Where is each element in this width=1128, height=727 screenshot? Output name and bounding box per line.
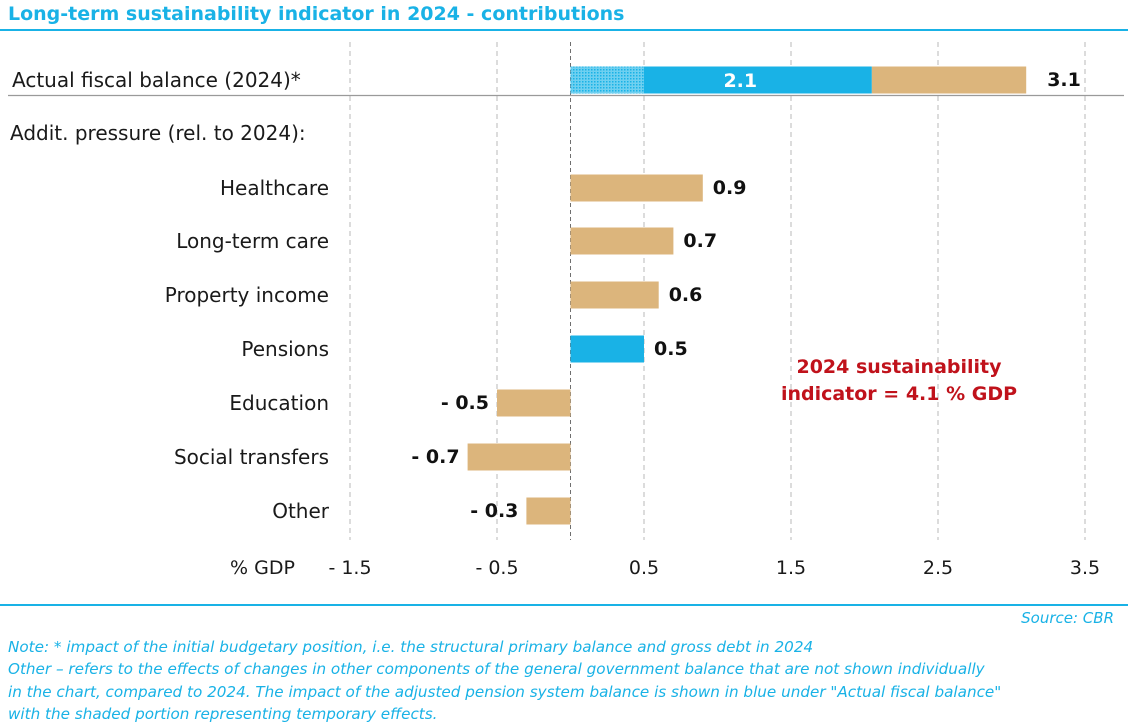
bar: [497, 389, 571, 417]
category-label: Actual fiscal balance (2024)*: [12, 68, 301, 92]
data-label: 0.9: [713, 177, 747, 199]
chart-title: Long-term sustainability indicator in 20…: [8, 3, 625, 25]
source-text: Source: CBR: [1021, 609, 1114, 627]
category-label: Education: [229, 391, 329, 415]
chart-notes: Note: * impact of the initial budgetary …: [8, 636, 1123, 725]
data-label: 0.7: [683, 230, 717, 252]
note-line: with the shaded portion representing tem…: [8, 704, 438, 723]
x-tick-label: 2.5: [923, 557, 953, 579]
title-divider: [0, 29, 1128, 31]
data-label: - 0.3: [470, 500, 518, 522]
main-bar-segment-label: 2.1: [723, 70, 757, 92]
annotation-line: 2024 sustainability: [796, 356, 1002, 378]
data-label: - 0.7: [411, 446, 459, 468]
main-bar-segment-other: [871, 66, 1027, 94]
main-bar-segment-pension-temporary: [570, 66, 644, 94]
category-label: Social transfers: [174, 445, 329, 469]
category-label: Pensions: [241, 337, 329, 361]
main-bar-segment-pension: [644, 66, 872, 94]
note-line: in the chart, compared to 2024. The impa…: [8, 682, 1002, 701]
footer-divider: [0, 604, 1128, 606]
group-label: Addit. pressure (rel. to 2024):: [10, 121, 306, 145]
bar: [570, 281, 659, 309]
x-axis-label: % GDP: [230, 557, 295, 579]
category-label: Healthcare: [220, 176, 329, 200]
x-tick-label: - 1.5: [328, 557, 371, 579]
note-line: Other – refers to the effects of changes…: [8, 660, 985, 679]
note-line: Note: * impact of the initial budgetary …: [8, 638, 814, 656]
x-tick-label: 0.5: [629, 557, 659, 579]
bar: [570, 227, 674, 255]
category-label: Long-term care: [176, 229, 329, 253]
bar: [570, 335, 644, 363]
annotation-line: indicator = 4.1 % GDP: [781, 383, 1017, 405]
category-label: Property income: [165, 283, 329, 307]
bar: [467, 443, 571, 471]
data-label: 0.5: [654, 338, 688, 360]
main-bar-total-label: 3.1: [1047, 69, 1081, 91]
data-label: 0.6: [669, 284, 703, 306]
data-label: - 0.5: [441, 392, 489, 414]
bar: [526, 497, 571, 525]
x-tick-label: 3.5: [1070, 557, 1100, 579]
category-label: Other: [272, 499, 330, 523]
bar: [570, 174, 703, 202]
x-tick-label: 1.5: [776, 557, 806, 579]
bar-chart: 2.1 3.1 Actual fiscal balance (2024)* Addit…: [8, 42, 1124, 579]
x-tick-label: - 0.5: [475, 557, 518, 579]
